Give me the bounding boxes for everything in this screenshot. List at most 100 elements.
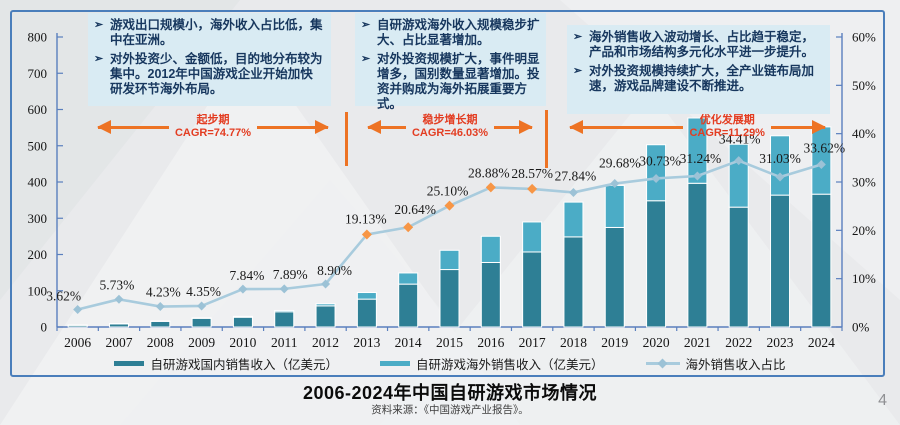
x-axis-year-label: 2009 [188, 335, 215, 350]
phase-cagr: CAGR=46.03% [411, 127, 489, 139]
share-marker-2013 [361, 229, 372, 240]
bar-domestic-2009 [191, 317, 212, 328]
bar-overseas-2021 [687, 117, 708, 184]
share-data-label-2024: 33.62% [804, 141, 846, 156]
share-marker-2015 [444, 200, 455, 211]
x-axis-year-label: 2022 [725, 335, 752, 350]
market-chart: 0 100 200 300 400 500 600 700 800 0% 10% 20% 30% 40% 5… [28, 30, 877, 351]
share-marker-2024 [816, 160, 826, 170]
note-text: 对外投资规模扩大，事件明显增多，国别数量显著增加。投资并购成为海外拓展重要方式。 [377, 51, 540, 112]
double-arrow-icon [97, 119, 169, 134]
note-text: 自研游戏海外收入规模稳步扩大、占比显著增加。 [377, 18, 540, 48]
legend-label: 海外销售收入占比 [685, 358, 786, 372]
x-axis-year-label: 2012 [312, 335, 339, 350]
legend-swatch-line-icon [645, 358, 680, 368]
x-axis-year-label: 2007 [105, 335, 132, 350]
x-axis-year-label: 2021 [684, 335, 711, 350]
share-marker-2023 [775, 172, 785, 182]
left-axis-label: 100 [28, 283, 48, 298]
share-data-label-2008: 4.23% [146, 285, 181, 300]
phase-arrow-growth: 稳步增长期 CAGR=46.03% [355, 111, 545, 143]
bar-domestic-2011 [274, 311, 295, 328]
bar-overseas-2013 [356, 292, 377, 300]
double-arrow-icon [257, 119, 329, 134]
bar-domestic-2019 [604, 226, 625, 328]
note-bullet: ➢ 自研游戏海外收入规模稳步扩大、占比显著增加。 [361, 18, 540, 49]
bar-overseas-2014 [398, 272, 419, 285]
left-axis-label: 800 [28, 30, 48, 45]
x-axis-year-label: 2013 [353, 335, 380, 350]
bar-domestic-2012 [315, 305, 336, 328]
double-arrow-icon [770, 119, 827, 134]
note-bullet: ➢ 对外投资规模扩大，事件明显增多，国别数量显著增加。投资并购成为海外拓展重要方… [361, 52, 540, 113]
phase-arrow-startup: 起步期 CAGR=74.77% [85, 111, 341, 143]
left-axis-label: 700 [28, 66, 48, 81]
note-text: 对外投资少、金额低，目的地分布较为集中。2012年中国游戏企业开始加快研发环节海… [110, 51, 323, 97]
note-text: 游戏出口规模小，海外收入占比低，集中在亚洲。 [110, 18, 323, 48]
arrow-bullet-icon: ➢ [361, 52, 371, 65]
share-marker-2006 [73, 305, 83, 315]
bar-domestic-2022 [728, 206, 749, 328]
share-data-label-2021: 31.24% [680, 151, 722, 166]
share-data-label-2010: 7.84% [229, 268, 264, 283]
bar-overseas-2011 [274, 309, 295, 313]
x-axis-year-label: 2024 [808, 335, 835, 350]
phase-divider-icon [345, 112, 348, 166]
x-axis-year-label: 2014 [395, 335, 422, 350]
share-data-label-2015: 25.10% [427, 184, 469, 199]
note-bullet: ➢ 对外投资规模持续扩大，全产业链布局加速，游戏品牌建设不断推进。 [573, 64, 824, 95]
bar-overseas-2012 [315, 303, 336, 307]
share-marker-2019 [610, 179, 620, 189]
bar-domestic-2023 [770, 194, 791, 328]
source-note: 资料来源：《中国游戏产业报告》。 [371, 404, 529, 416]
bar-overseas-2018 [563, 201, 584, 238]
share-marker-2022 [734, 156, 744, 166]
x-axis-year-label: 2019 [601, 335, 628, 350]
bar-overseas-2020 [646, 144, 667, 202]
legend-label: 自研游戏国内销售收入（亿美元） [150, 358, 338, 372]
arrow-bullet-icon: ➢ [94, 19, 104, 31]
share-data-label-2014: 20.64% [394, 202, 436, 217]
share-data-label-2006: 3.62% [46, 289, 81, 304]
bar-overseas-2019 [604, 184, 625, 228]
phase-label: 起步期 CAGR=74.77% [169, 114, 257, 140]
x-axis-year-label: 2018 [560, 335, 587, 350]
bar-domestic-2015 [439, 269, 460, 328]
bar-overseas-2016 [480, 235, 501, 263]
legend-label: 自研游戏海外销售收入（亿美元） [415, 358, 604, 372]
bar-overseas-2015 [439, 249, 460, 271]
right-axis-label: 60% [852, 30, 876, 45]
double-arrow-icon [568, 119, 684, 134]
bar-domestic-2020 [646, 200, 667, 328]
share-marker-2009 [197, 301, 207, 311]
share-marker-2017 [527, 183, 538, 194]
note-bullet: ➢ 游戏出口规模小，海外收入占比低，集中在亚洲。 [94, 18, 325, 49]
left-axis-label: 0 [41, 320, 48, 335]
share-data-label-2017: 28.57% [511, 166, 553, 181]
right-axis-label: 0% [852, 320, 870, 335]
page-title: 2006-2024年中国自研游戏市场情况 [302, 383, 598, 403]
share-marker-2008 [155, 302, 165, 312]
left-axis-label: 200 [28, 247, 48, 262]
phase-name: 优化发展期 [699, 113, 755, 126]
double-arrow-icon [494, 119, 533, 134]
phase-arrow-optimization: 优化发展期 CAGR=11.29% [557, 111, 838, 143]
x-axis-year-label: 2015 [436, 335, 463, 350]
share-marker-2007 [114, 294, 124, 304]
bar-overseas-2023 [770, 135, 791, 196]
x-axis-year-label: 2020 [643, 335, 670, 350]
arrow-bullet-icon: ➢ [94, 52, 104, 65]
bar-domestic-2008 [150, 320, 171, 328]
share-marker-2010 [238, 284, 248, 294]
left-axis-label: 400 [28, 175, 48, 190]
left-axis-label: 300 [28, 211, 48, 226]
right-axis-label: 10% [852, 271, 876, 286]
bar-overseas-2017 [522, 221, 543, 253]
x-axis-year-label: 2023 [767, 335, 794, 350]
phase-cagr: CAGR=11.29% [689, 127, 765, 139]
x-axis-year-label: 2010 [229, 335, 256, 350]
note-bullet: ➢ 对外投资少、金额低，目的地分布较为集中。2012年中国游戏企业开始加快研发环… [94, 52, 325, 98]
x-axis-year-label: 2016 [477, 335, 504, 350]
bar-domestic-2021 [687, 182, 708, 328]
